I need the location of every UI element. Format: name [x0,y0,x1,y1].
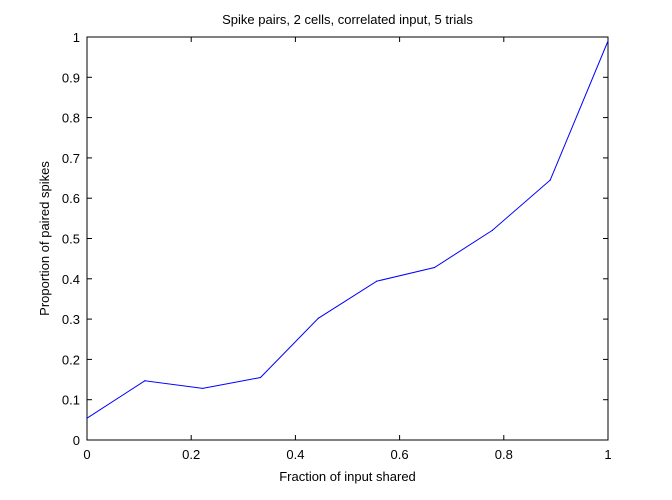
data-point [259,376,262,379]
y-tick-label: 1 [73,30,80,45]
y-tick-label: 0.2 [62,352,80,367]
data-point [376,280,378,282]
y-tick-label: 0.5 [62,232,80,247]
data-point [433,266,436,269]
y-tick-label: 0.8 [62,111,80,126]
y-tick-label: 0.3 [62,312,80,327]
x-tick-label: 0.8 [495,447,513,462]
y-tick-label: 0.1 [62,393,80,408]
data-point [491,229,493,232]
x-axis-label: Fraction of input shared [279,469,416,484]
y-axis-ticks: 0 0.1 0.2 0.3 0.4 0.5 0.6 0.7 0.8 0.9 1 [62,30,608,448]
chart-title: Spike pairs, 2 cells, correlated input, … [222,12,473,27]
x-tick-label: 0.4 [286,447,304,462]
data-point [549,179,551,181]
data-point [317,317,319,319]
x-tick-label: 0.6 [391,447,409,462]
series-line [86,40,609,419]
data-point [607,40,609,42]
x-tick-label: 1 [604,447,611,462]
y-tick-label: 0.7 [62,151,80,166]
data-point [86,417,88,419]
x-tick-label: 0 [83,447,90,462]
y-tick-label: 0 [73,433,80,448]
y-tick-label: 0.9 [62,70,80,85]
x-tick-label: 0.2 [182,447,200,462]
data-point [202,387,204,390]
series-layer [86,40,609,419]
plot-area [86,36,609,441]
data-point [144,380,146,382]
y-tick-label: 0.6 [62,191,80,206]
y-axis-label: Proportion of paired spikes [37,161,52,316]
y-tick-label: 0.4 [62,272,80,287]
x-axis-ticks: 0 0.2 0.4 0.6 0.8 1 [83,37,612,462]
